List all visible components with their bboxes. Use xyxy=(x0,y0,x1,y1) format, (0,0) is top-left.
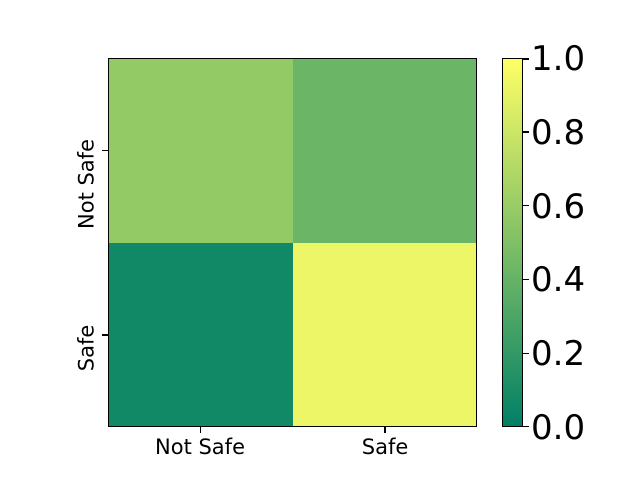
colorbar-tick-0_4 xyxy=(523,278,529,281)
heatmap-cell-safe-safe xyxy=(292,242,476,426)
colorbar-tick-label-0_4: 0.4 xyxy=(531,260,586,301)
x-tick-label-safe: Safe xyxy=(361,435,409,459)
y-tick-label-notsafe: Not Safe xyxy=(74,139,99,229)
colorbar-tick-label-0_0: 0.0 xyxy=(531,408,586,448)
colorbar-tick-0_8 xyxy=(523,131,529,133)
x-tick-safe xyxy=(384,427,386,433)
y-tick-notsafe xyxy=(102,149,108,151)
y-tick-label-safe: Safe xyxy=(74,324,99,372)
colorbar-tick-0_2 xyxy=(523,352,529,354)
colorbar-tick-0_0 xyxy=(523,425,529,427)
colorbar-tick-1_0 xyxy=(523,58,529,60)
colorbar-tick-label-0_2: 0.2 xyxy=(531,334,586,375)
heatmap-cell-safe-notsafe xyxy=(109,242,293,426)
heatmap xyxy=(108,58,477,427)
colorbar-tick-label-1_0: 1.0 xyxy=(531,39,586,79)
x-tick-notsafe xyxy=(199,427,201,433)
colorbar-gradient xyxy=(502,58,523,427)
colorbar-tick-0_6 xyxy=(523,204,529,207)
x-tick-label-notsafe: Not Safe xyxy=(155,435,245,459)
heatmap-cell-notsafe-notsafe xyxy=(109,59,293,243)
y-tick-safe xyxy=(102,334,108,336)
colorbar-tick-label-0_6: 0.6 xyxy=(531,186,586,227)
heatmap-cell-notsafe-safe xyxy=(292,59,476,243)
colorbar-tick-label-0_8: 0.8 xyxy=(531,112,586,153)
